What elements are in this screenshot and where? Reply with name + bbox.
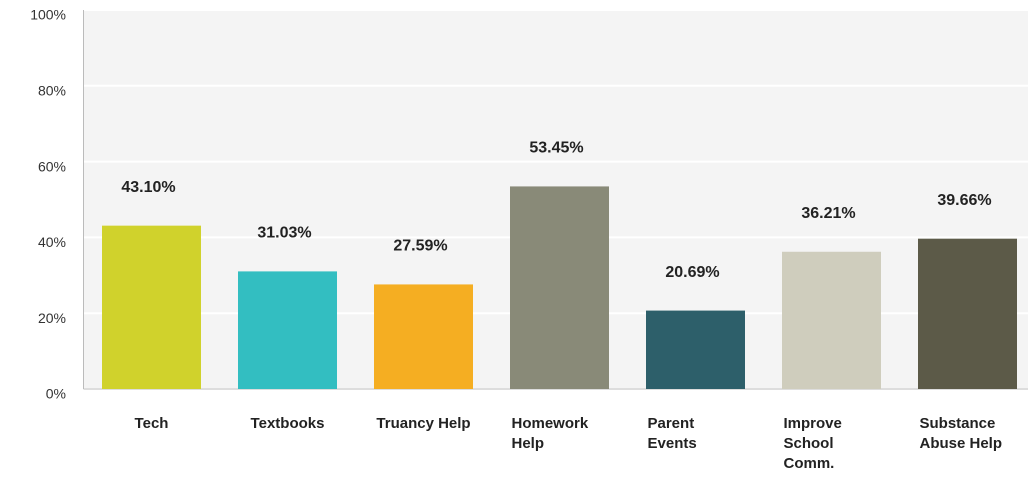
bar bbox=[918, 238, 1017, 389]
x-tick-label: Homework Help bbox=[511, 415, 589, 452]
x-tick-label: Parent Events bbox=[647, 415, 697, 452]
y-tick-label: 80% bbox=[38, 83, 66, 99]
value-label: 27.59% bbox=[393, 238, 447, 255]
bar bbox=[510, 186, 609, 389]
x-label-box: Truancy Help bbox=[364, 414, 484, 434]
value-label: 20.69% bbox=[665, 264, 719, 281]
x-label-box: Parent Events bbox=[636, 414, 756, 454]
x-label-box: Textbooks bbox=[228, 414, 348, 434]
x-tick-label: Improve School Comm. bbox=[783, 415, 842, 472]
x-label-box: Tech bbox=[92, 414, 212, 434]
value-label: 31.03% bbox=[257, 225, 311, 242]
y-tick-label: 100% bbox=[30, 7, 66, 23]
value-label: 36.21% bbox=[801, 205, 855, 222]
x-label-box: Improve School Comm. bbox=[772, 414, 892, 474]
bar bbox=[238, 271, 337, 389]
y-tick-label: 20% bbox=[38, 310, 66, 326]
y-tick-label: 0% bbox=[46, 386, 66, 402]
x-tick-label: Truancy Help bbox=[376, 415, 471, 432]
y-tick-label: 40% bbox=[38, 234, 66, 250]
bar bbox=[646, 310, 745, 389]
bar bbox=[102, 225, 201, 389]
x-label-box: Homework Help bbox=[500, 414, 620, 454]
value-label: 53.45% bbox=[529, 140, 583, 157]
x-tick-label: Tech bbox=[134, 415, 169, 432]
bar bbox=[374, 284, 473, 389]
value-label: 43.10% bbox=[121, 179, 175, 196]
y-tick-label: 60% bbox=[38, 158, 66, 174]
x-tick-label: Substance Abuse Help bbox=[919, 415, 1003, 452]
x-label-box: Substance Abuse Help bbox=[908, 414, 1028, 454]
bar bbox=[782, 251, 881, 389]
value-label: 39.66% bbox=[937, 192, 991, 209]
x-tick-label: Textbooks bbox=[250, 415, 325, 432]
